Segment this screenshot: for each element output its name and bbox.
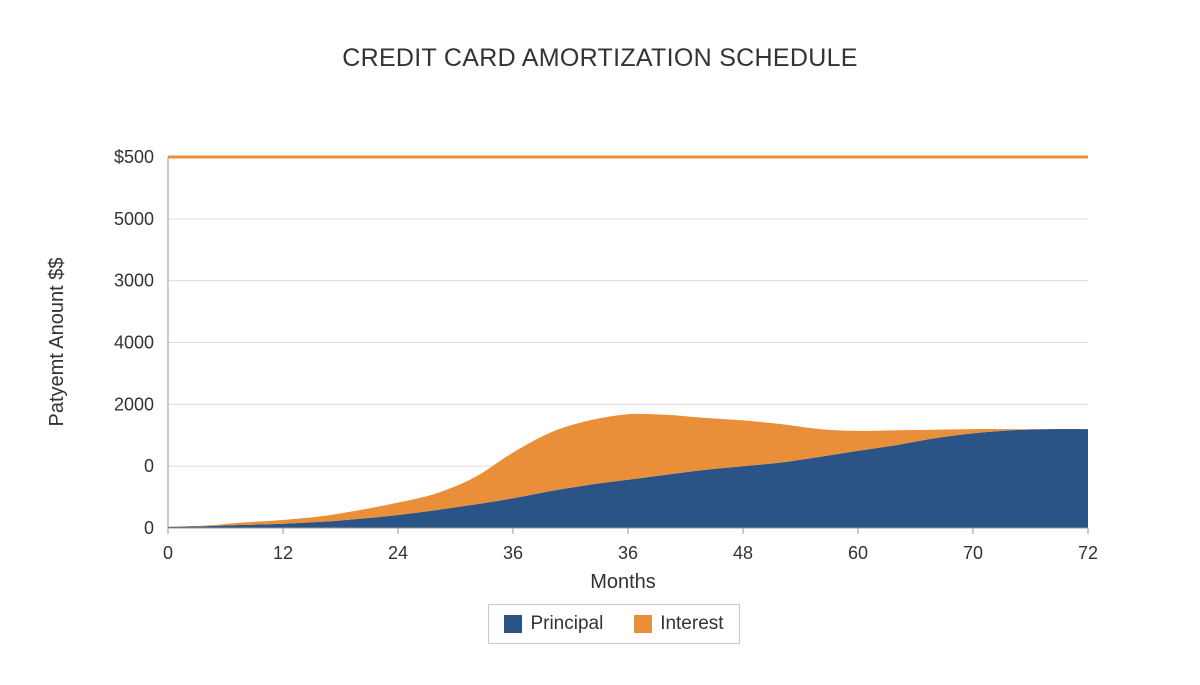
plot-areas [168,155,1088,528]
legend-swatch-principal [504,615,523,633]
area-series-principal [168,429,1088,528]
legend-swatch-interest [634,615,653,633]
y-tick-labels: 0 0 2000 4000 3000 5000 $500 [114,147,154,538]
legend-item-principal: Principal [504,613,603,635]
legend-item-interest: Interest [634,613,724,635]
y-tick-label: 0 [144,456,154,476]
x-tick-label: 36 [503,543,523,563]
x-tick-label: 12 [273,543,293,563]
chart-title: CREDIT CARD AMORTIZATION SCHEDULE [342,44,858,72]
y-axis-label: Patyemt Anount $$ [46,257,68,426]
x-axis-label: Months [590,571,656,593]
legend-label-interest: Interest [660,613,724,634]
y-tick-label: 5000 [114,209,154,229]
x-tick-label: 24 [388,543,408,563]
y-tick-label: 0 [144,518,154,538]
x-tick-label: 60 [848,543,868,563]
x-tick-label: 72 [1078,543,1098,563]
y-tick-label: 3000 [114,271,154,291]
x-tick-labels: 0 12 24 36 36 48 60 70 72 [163,528,1098,563]
area-series-interest [168,413,1088,527]
y-tick-label: 2000 [114,394,154,414]
x-tick-label: 36 [618,543,638,563]
x-tick-label: 70 [963,543,983,563]
legend: Principal Interest [488,604,740,644]
legend-label-principal: Principal [530,613,604,634]
x-tick-label: 0 [163,543,173,563]
chart-svg: CREDIT CARD AMORTIZATION SCHEDULE 002000… [46,44,1098,593]
x-tick-label: 48 [733,543,753,563]
y-tick-label: 4000 [114,333,154,353]
y-tick-label: $500 [114,147,154,167]
